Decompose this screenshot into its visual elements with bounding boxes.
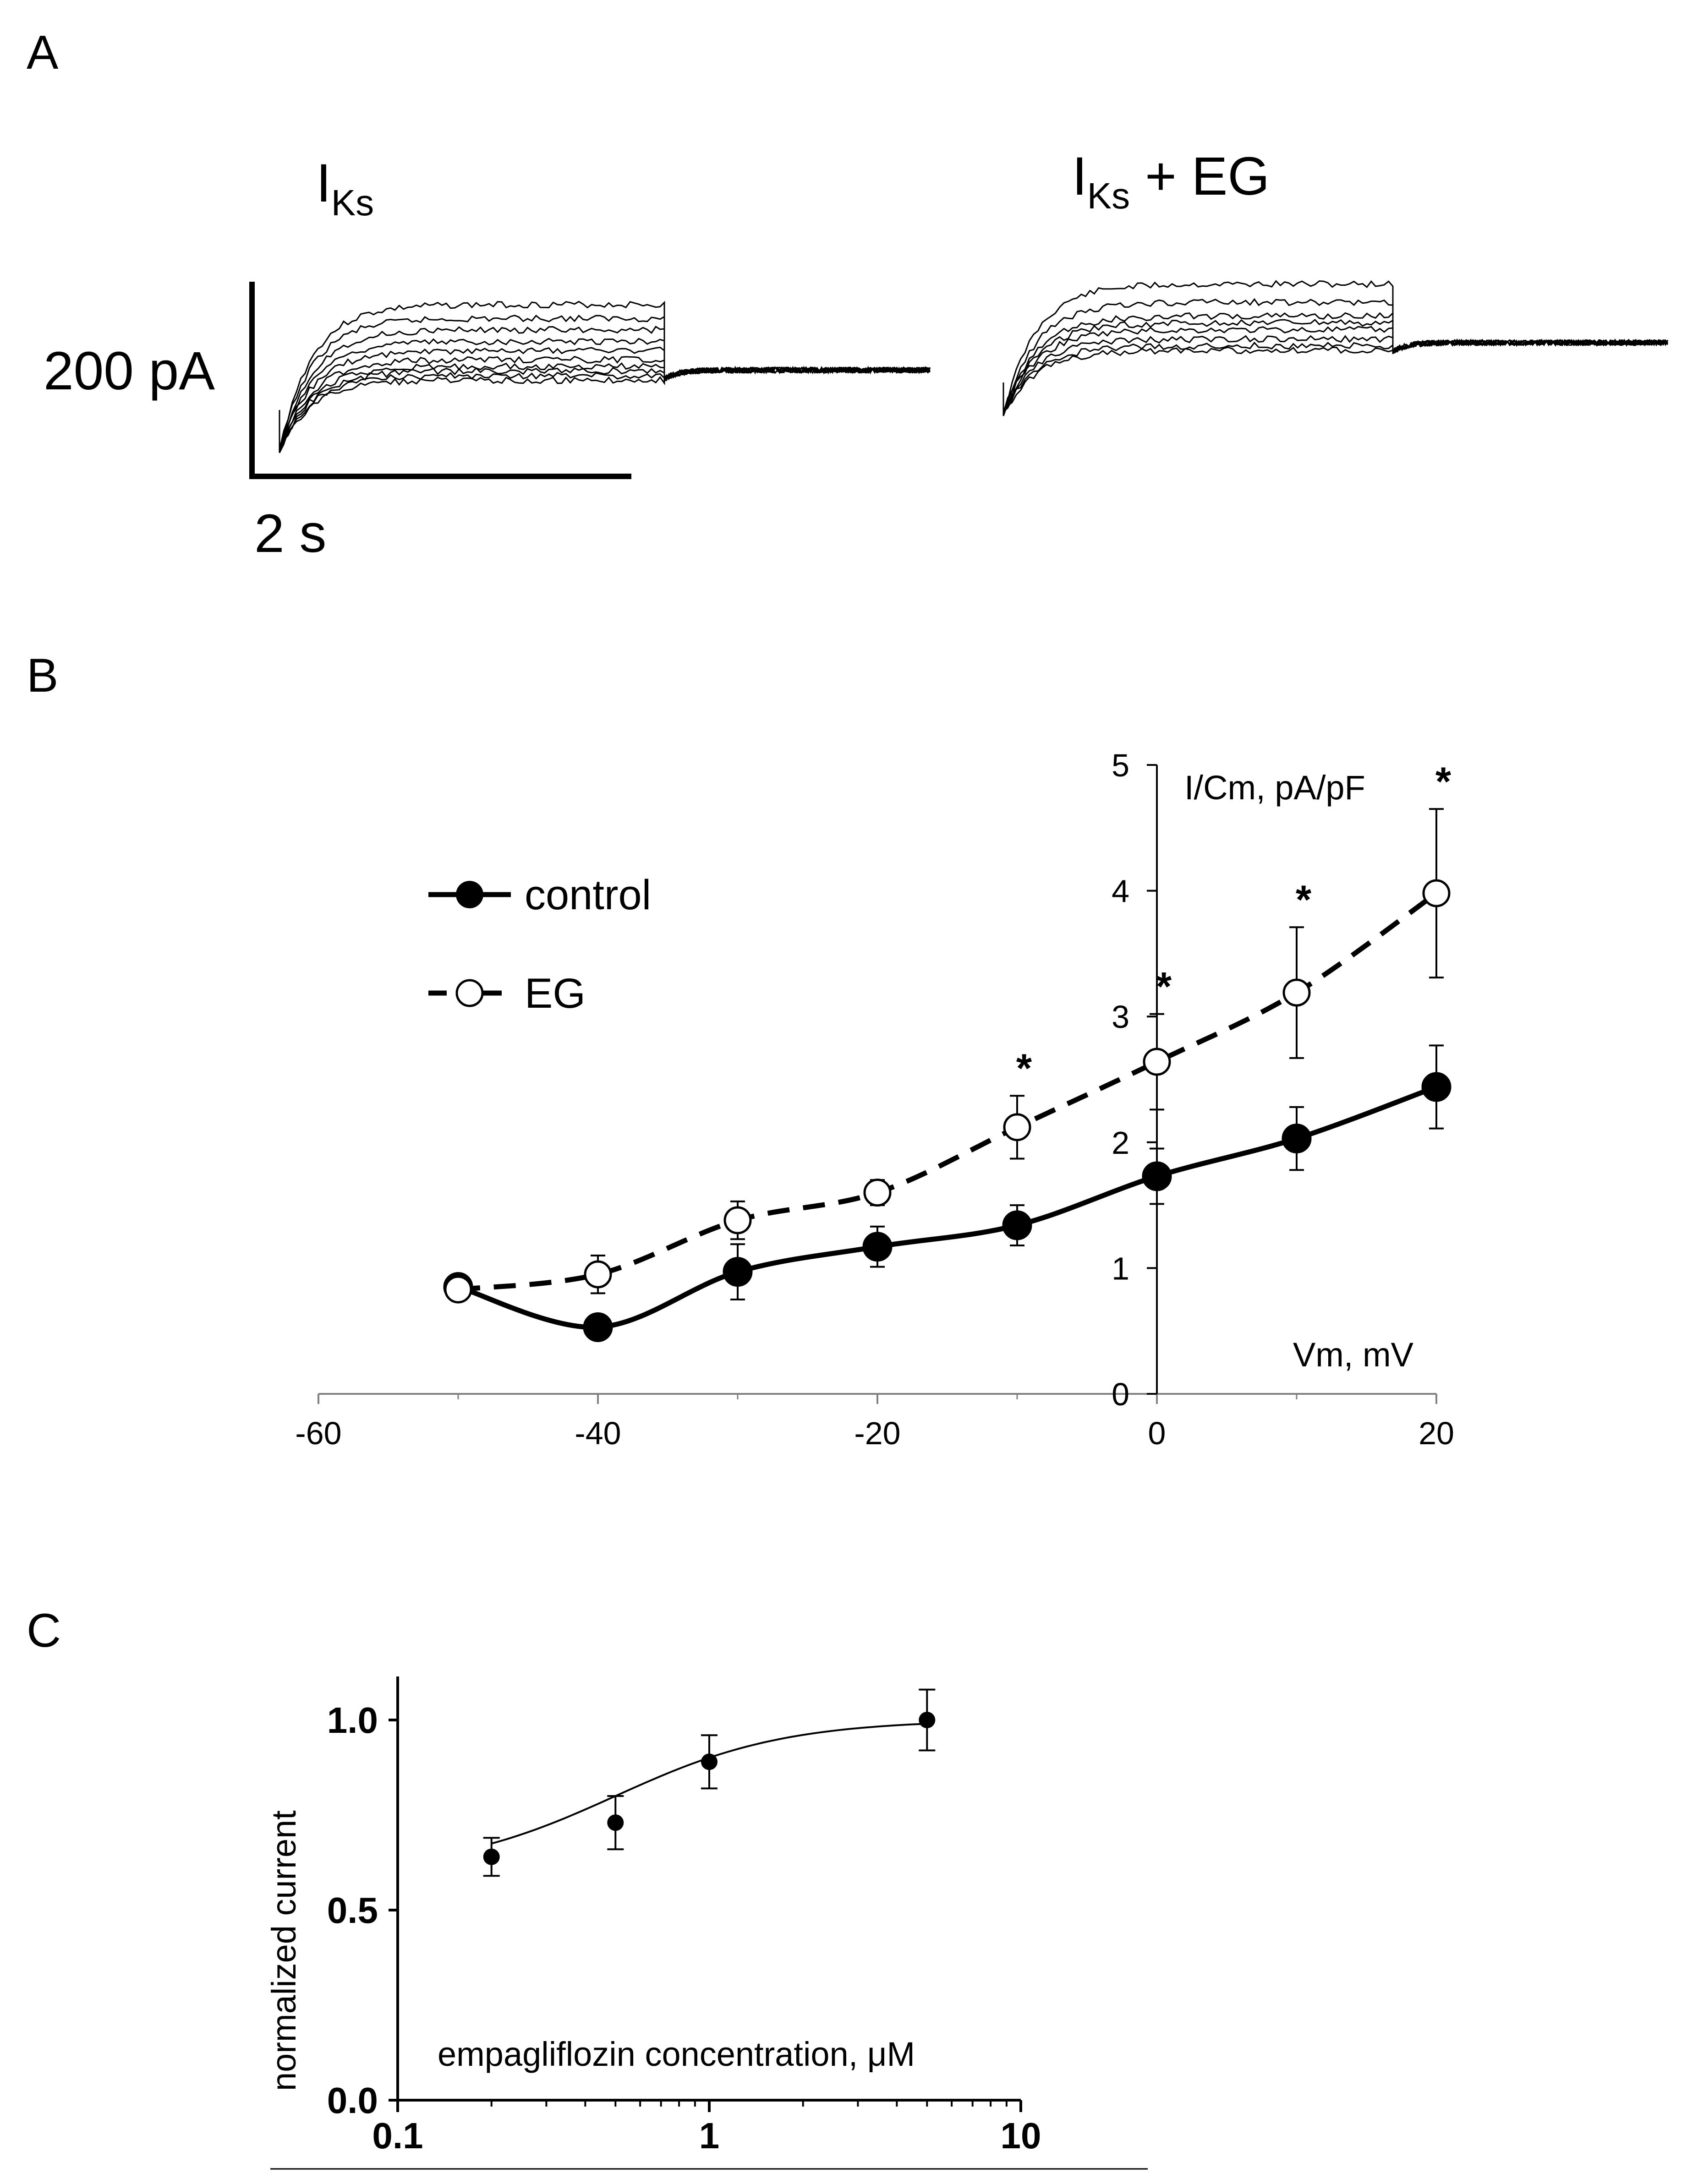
data-point bbox=[483, 1848, 500, 1865]
data-point bbox=[701, 1753, 718, 1770]
trace-right-label-main: I bbox=[1072, 146, 1087, 207]
panel-label-c: C bbox=[27, 1604, 61, 1657]
y-tick-label: 0 bbox=[1112, 1376, 1129, 1412]
control-trace-7 bbox=[279, 362, 931, 451]
trace-left-label: IKs bbox=[316, 153, 374, 223]
x-tick-label: 1 bbox=[699, 2115, 720, 2156]
scale-current-label: 200 pA bbox=[44, 341, 215, 401]
x-tick-label: -60 bbox=[295, 1415, 341, 1451]
series-line-control bbox=[457, 1084, 1437, 1330]
eg-trace-4 bbox=[1002, 318, 1668, 416]
y-tick-label: 4 bbox=[1112, 874, 1129, 909]
y-tick-label: 1.0 bbox=[327, 1700, 378, 1741]
control-trace-10 bbox=[279, 366, 931, 451]
trace-left-label-main: I bbox=[316, 153, 331, 213]
legend-marker-eg bbox=[455, 979, 484, 1007]
significance-star: * bbox=[1016, 1045, 1032, 1091]
point-eg bbox=[723, 1206, 752, 1234]
point-eg bbox=[863, 1179, 892, 1207]
trace-right-label-sub: Ks bbox=[1087, 175, 1130, 216]
current-traces-eg bbox=[1002, 280, 1669, 416]
x-tick-label: -40 bbox=[575, 1415, 621, 1451]
control-trace-1 bbox=[279, 300, 931, 451]
x-tick-label: 0 bbox=[1148, 1415, 1166, 1451]
eg-trace-7 bbox=[1002, 339, 1668, 416]
x-tick-label: 10 bbox=[1001, 2115, 1041, 2156]
eg-trace-8 bbox=[1002, 339, 1668, 415]
y-tick-label: 2 bbox=[1112, 1125, 1129, 1161]
y-tick-label: 1 bbox=[1112, 1250, 1129, 1286]
x-axis-label: empagliflozin concentration, μM bbox=[438, 2035, 915, 2073]
trace-right-label: IKs + EG bbox=[1072, 146, 1270, 216]
series-line-eg bbox=[458, 891, 1438, 1292]
trace-left-label-sub: Ks bbox=[331, 182, 374, 223]
significance-star: * bbox=[1156, 964, 1172, 1009]
y-tick-label: 0.5 bbox=[327, 1890, 378, 1931]
trace-right-label-suffix: + EG bbox=[1130, 146, 1270, 207]
point-eg bbox=[1282, 978, 1311, 1007]
control-trace-9 bbox=[279, 366, 931, 453]
point-control bbox=[583, 1312, 613, 1342]
point-control bbox=[723, 1257, 753, 1287]
point-eg bbox=[444, 1275, 472, 1304]
x-axis-label: Vm, mV bbox=[1293, 1336, 1414, 1374]
point-control bbox=[1421, 1072, 1451, 1102]
y-tick-label: 3 bbox=[1112, 999, 1129, 1035]
point-control bbox=[862, 1232, 893, 1262]
x-tick-label: 0.1 bbox=[372, 2115, 423, 2156]
y-tick-label: 5 bbox=[1112, 748, 1129, 783]
x-tick-label: -20 bbox=[854, 1415, 900, 1451]
legend-label-control: control bbox=[525, 872, 651, 918]
y-axis-label: normalized current bbox=[265, 1810, 303, 2091]
point-eg bbox=[584, 1260, 612, 1289]
data-point bbox=[919, 1712, 936, 1728]
eg-trace-2 bbox=[1002, 298, 1668, 414]
legend-marker-control bbox=[456, 881, 483, 908]
control-trace-8 bbox=[279, 366, 931, 451]
significance-star: * bbox=[1296, 877, 1312, 922]
point-eg bbox=[1422, 879, 1451, 907]
y-axis-label: I/Cm, pA/pF bbox=[1184, 769, 1365, 807]
current-traces-control bbox=[279, 300, 931, 453]
point-control bbox=[1282, 1124, 1312, 1154]
panel-label-a: A bbox=[27, 26, 59, 79]
x-tick-label: 20 bbox=[1419, 1415, 1454, 1451]
point-eg bbox=[1003, 1113, 1031, 1141]
control-trace-5 bbox=[279, 346, 931, 449]
control-trace-3 bbox=[279, 326, 931, 453]
point-control bbox=[1002, 1210, 1032, 1240]
significance-star: * bbox=[1435, 759, 1451, 804]
data-point bbox=[607, 1814, 624, 1831]
point-eg bbox=[1143, 1048, 1171, 1076]
eg-trace-1 bbox=[1002, 280, 1669, 416]
panel-label-b: B bbox=[27, 649, 58, 702]
dose-response-chart: 0.0 0.5 1.0 0.1 1 10 normalized current empagli… bbox=[265, 1676, 1041, 2156]
y-tick-label: 0.0 bbox=[327, 2080, 378, 2121]
point-control bbox=[1142, 1161, 1172, 1191]
iv-chart: -60 -40 -20 0 20 0 1 2 3 4 5 I/Cm, pA/pF Vm, mV * * * * c… bbox=[295, 748, 1454, 1451]
legend-label-eg: EG bbox=[525, 970, 586, 1017]
scale-time-label: 2 s bbox=[254, 503, 326, 564]
